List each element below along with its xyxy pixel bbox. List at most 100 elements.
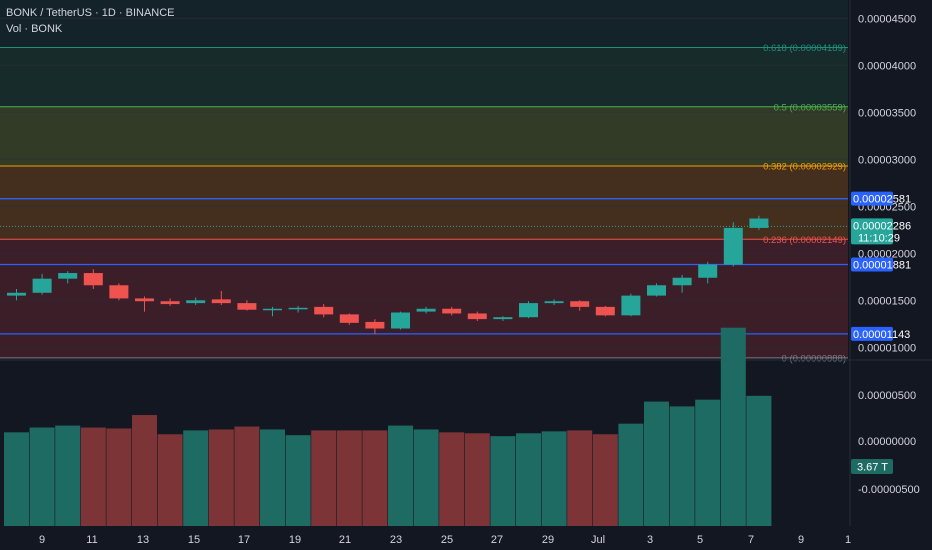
- time-axis-label: 13: [137, 534, 149, 546]
- fib-label: 0.618 (0.00004189): [763, 43, 846, 54]
- volume-bar: [516, 433, 541, 526]
- time-axis-label: 15: [188, 534, 200, 546]
- candle-body: [263, 308, 282, 311]
- volume-label-bg: [851, 459, 893, 474]
- price-label: 0.00001143: [853, 329, 910, 341]
- volume-bar: [490, 436, 516, 526]
- price-label-bg: [851, 191, 893, 206]
- volume-title: Vol · BONK: [6, 23, 63, 35]
- volume-bar: [464, 433, 490, 526]
- time-axis-label: 11: [86, 534, 97, 546]
- volume-bar: [362, 430, 388, 526]
- fib-label: 0.5 (0.00003559): [774, 102, 846, 113]
- candle-body: [519, 303, 538, 318]
- time-axis-label: Jul: [591, 534, 605, 546]
- volume-bar: [695, 399, 721, 526]
- candle-body: [135, 298, 154, 302]
- candle-body: [672, 277, 692, 286]
- candle-body: [314, 306, 334, 315]
- volume-bar: [55, 425, 81, 526]
- volume-axis-tick: -0.00000500: [858, 484, 920, 496]
- price-label: 0.00002581: [853, 194, 911, 206]
- volume-bar: [29, 427, 55, 526]
- time-axis-label: 29: [542, 534, 554, 546]
- candle-body: [211, 299, 231, 304]
- candle-body: [288, 307, 308, 310]
- candle-body: [58, 273, 78, 279]
- time-axis-label: 17: [238, 534, 250, 546]
- time-axis-label: 21: [339, 534, 351, 546]
- candle-body: [32, 278, 52, 293]
- volume-bar: [388, 425, 413, 526]
- candle-body: [83, 273, 103, 286]
- symbol-title[interactable]: BONK / TetherUS · 1D · BINANCE: [6, 7, 175, 19]
- volume-bar: [183, 430, 209, 526]
- price-axis-tick: 0.00004000: [858, 60, 916, 72]
- volume-bar: [208, 429, 234, 526]
- fib-label: 0.236 (0.00002149): [763, 235, 846, 246]
- candle-body: [339, 314, 359, 323]
- fib-band: [0, 0, 848, 48]
- price-axis-tick: 0.00001500: [858, 295, 916, 307]
- volume-bar: [234, 426, 260, 526]
- last-price-value: 0.00002286: [853, 220, 911, 232]
- volume-last-label: 3.67 T: [857, 462, 888, 474]
- volume-axis-tick: 0.00000500: [858, 390, 916, 402]
- volume-bar: [106, 428, 132, 526]
- candle-body: [160, 301, 180, 305]
- volume-bar: [644, 401, 669, 526]
- time-axis-label: 19: [289, 534, 301, 546]
- volume-bar: [336, 430, 362, 526]
- countdown-timer: 11:10:29: [858, 232, 900, 244]
- price-axis-tick: 0.00003500: [858, 107, 916, 119]
- time-axis-label: 7: [748, 534, 754, 546]
- candle-body: [493, 317, 513, 320]
- candle-body: [442, 308, 462, 314]
- price-axis-tick: 0.00002000: [858, 248, 916, 260]
- candle-body: [723, 227, 743, 265]
- candle-body: [595, 306, 615, 316]
- candle-body: [570, 301, 590, 307]
- candle-body: [467, 313, 487, 320]
- candle-body: [416, 308, 436, 312]
- volume-bar: [132, 415, 157, 526]
- time-axis-label: 9: [798, 534, 804, 546]
- volume-bar: [746, 395, 772, 526]
- candle-body: [647, 285, 666, 296]
- candle-body: [698, 264, 718, 278]
- volume-bar: [720, 327, 746, 526]
- volume-bar: [4, 432, 29, 526]
- fib-band: [0, 106, 848, 166]
- time-axis-label: 25: [441, 534, 453, 546]
- volume-bar: [157, 434, 183, 526]
- candle-body: [365, 321, 385, 329]
- candle-body: [109, 285, 129, 299]
- fib-label: 0.382 (0.00002929): [763, 161, 846, 172]
- price-axis-tick: 0.00001000: [858, 342, 916, 354]
- time-axis-label: 5: [697, 534, 703, 546]
- volume-bar: [413, 429, 439, 526]
- volume-bar: [80, 427, 106, 526]
- volume-bar: [439, 432, 465, 526]
- time-axis-label: 9: [39, 534, 45, 546]
- fib-band: [0, 47, 848, 107]
- volume-bar: [285, 435, 311, 526]
- time-axis-label: 3: [647, 534, 653, 546]
- volume-bar: [260, 429, 285, 526]
- price-label-bg: [851, 257, 893, 272]
- candle-body: [186, 300, 206, 304]
- price-label: 0.00001881: [853, 259, 911, 271]
- last-price-bg: [851, 218, 893, 245]
- time-axis-label: 27: [491, 534, 503, 546]
- volume-bar: [541, 431, 567, 526]
- price-axis-tick: 0.00003000: [858, 154, 916, 166]
- candle-body: [391, 312, 410, 329]
- volume-bar: [311, 430, 337, 526]
- volume-axis-tick: 0.00000000: [858, 436, 916, 448]
- time-axis-label: 1: [845, 534, 851, 546]
- volume-bar: [669, 406, 695, 526]
- fib-band: [0, 165, 848, 240]
- candle-body: [544, 301, 564, 304]
- candle-body: [237, 303, 257, 310]
